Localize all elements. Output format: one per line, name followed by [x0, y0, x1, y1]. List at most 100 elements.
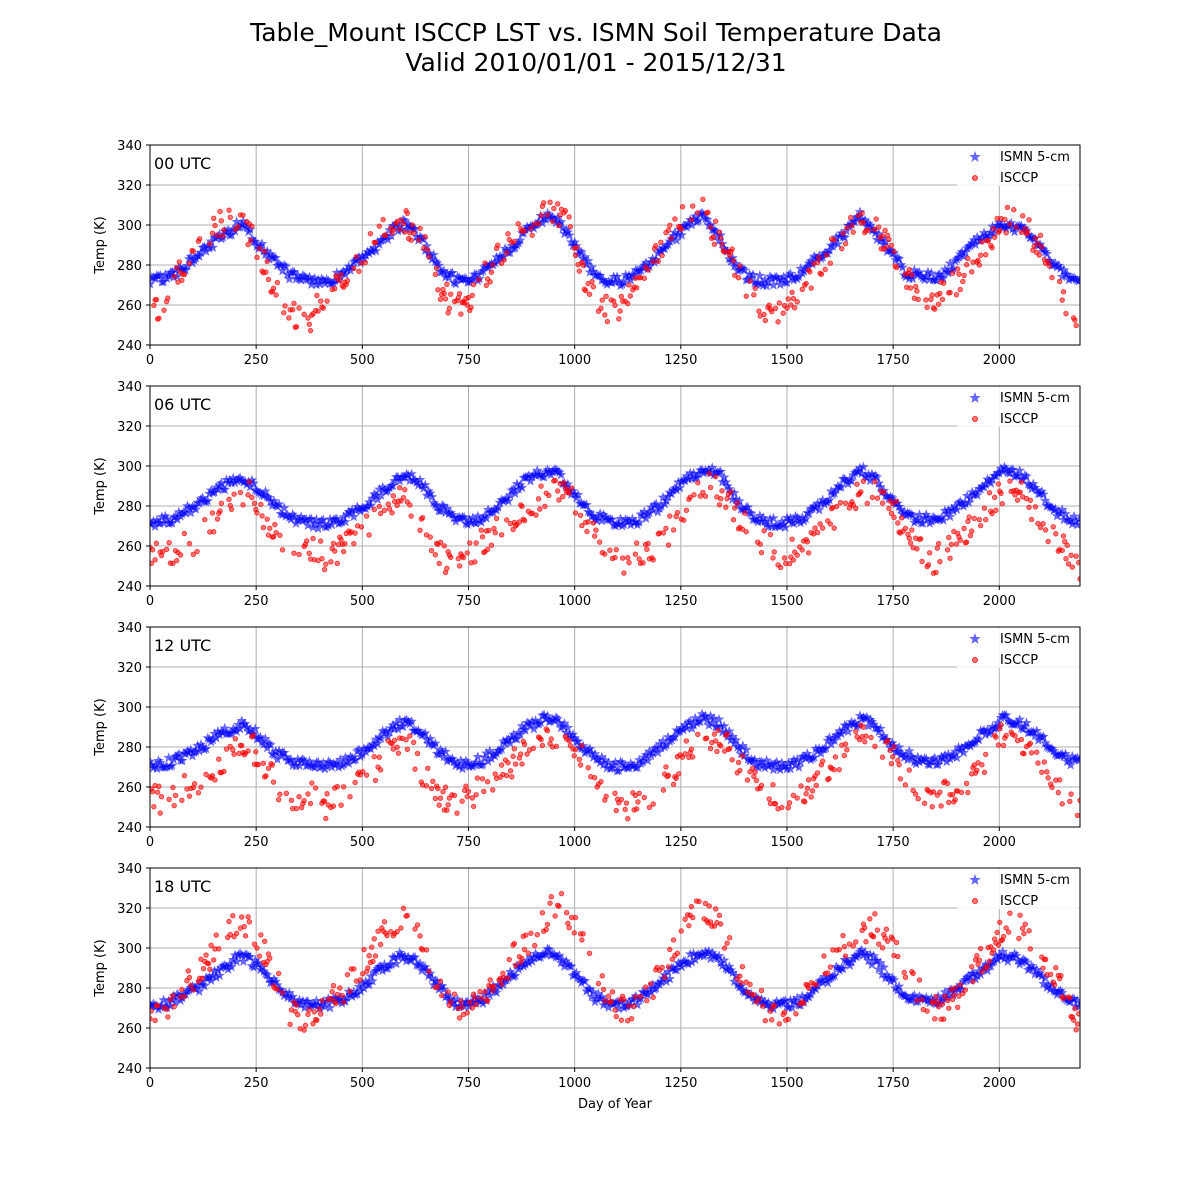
isccp-point — [930, 789, 937, 795]
ismn-point — [968, 968, 980, 979]
isccp-point — [831, 767, 837, 773]
isccp-point — [937, 290, 943, 297]
ismn-point — [734, 743, 745, 754]
isccp-point — [474, 775, 481, 781]
isccp-point — [584, 528, 590, 535]
ismn-point — [1053, 260, 1064, 271]
isccp-point — [603, 293, 609, 300]
ismn-point — [698, 950, 709, 961]
ismn-point — [983, 475, 995, 486]
ismn-point — [192, 979, 203, 990]
ismn-point — [863, 955, 874, 966]
x-tick-label: 250 — [244, 353, 269, 368]
ismn-point — [868, 950, 879, 961]
ismn-point — [854, 206, 866, 217]
ismn-point — [445, 507, 456, 518]
isccp-point — [390, 227, 397, 233]
isccp-point — [260, 760, 267, 767]
isccp-point — [1067, 798, 1073, 805]
ismn-point — [375, 733, 387, 744]
isccp-point — [979, 968, 985, 975]
ismn-point — [256, 736, 268, 747]
isccp-point — [334, 560, 340, 567]
isccp-point — [707, 484, 714, 491]
ismn-point — [730, 734, 742, 745]
isccp-point — [712, 906, 719, 912]
ismn-point — [321, 273, 332, 284]
isccp-point — [381, 919, 388, 925]
isccp-point — [907, 285, 914, 291]
isccp-point — [879, 233, 886, 239]
isccp-point — [785, 805, 791, 811]
ismn-point — [428, 249, 439, 260]
ismn-point — [341, 992, 353, 1003]
isccp-point — [223, 746, 230, 752]
ismn-point — [727, 731, 738, 742]
y-tick-label: 300 — [117, 219, 142, 234]
ismn-point — [780, 760, 791, 771]
isccp-point — [817, 521, 823, 527]
isccp-point — [186, 540, 193, 547]
isccp-point — [849, 222, 855, 229]
ismn-point — [394, 947, 405, 958]
isccp-point — [707, 745, 714, 752]
isccp-point — [179, 797, 185, 803]
ismn-point — [623, 762, 635, 773]
isccp-point — [714, 748, 720, 755]
y-tick-label: 340 — [117, 139, 142, 154]
isccp-point — [1039, 244, 1045, 250]
ismn-point — [452, 993, 463, 1004]
ismn-point — [504, 489, 516, 500]
ismn-point — [856, 468, 867, 479]
isccp-point — [966, 514, 972, 520]
ismn-point — [671, 964, 682, 975]
ismn-point — [323, 519, 334, 530]
ismn-point — [963, 738, 974, 749]
isccp-point — [470, 803, 477, 810]
isccp-point — [543, 926, 549, 933]
isccp-point — [154, 1002, 161, 1009]
isccp-point — [487, 977, 493, 983]
isccp-point — [377, 941, 384, 948]
isccp-point — [402, 229, 408, 235]
ismn-point — [690, 954, 701, 965]
ismn-point — [625, 274, 636, 285]
isccp-point — [645, 267, 651, 273]
isccp-point — [190, 248, 197, 254]
ismn-point — [1031, 725, 1042, 736]
isccp-point — [751, 992, 757, 998]
ismn-point — [368, 488, 380, 499]
ismn-point — [834, 725, 845, 736]
isccp-point — [1074, 812, 1080, 819]
ismn-point — [761, 754, 772, 765]
legend-isccp-marker — [972, 416, 978, 422]
isccp-point — [382, 232, 389, 239]
isccp-point — [595, 980, 602, 987]
isccp-point — [396, 226, 403, 232]
isccp-point — [423, 783, 430, 789]
ismn-point — [352, 501, 363, 512]
isccp-point — [813, 782, 819, 789]
isccp-point — [790, 295, 797, 302]
ismn-point — [346, 752, 358, 763]
ismn-point — [735, 980, 747, 991]
ismn-point — [204, 971, 215, 982]
isccp-point — [210, 957, 217, 963]
isccp-point — [289, 306, 296, 313]
isccp-point — [939, 1001, 946, 1007]
isccp-point — [1000, 933, 1007, 940]
ismn-point — [705, 710, 716, 721]
isccp-point — [841, 752, 848, 759]
isccp-point — [233, 930, 240, 937]
isccp-point — [319, 997, 325, 1004]
isccp-point — [571, 753, 577, 759]
ismn-point — [921, 753, 932, 764]
ismn-point — [384, 726, 395, 737]
isccp-point — [890, 936, 896, 942]
panel-3-data — [150, 890, 1080, 1033]
isccp-point — [1022, 921, 1028, 927]
isccp-point — [548, 894, 555, 900]
isccp-point — [626, 1003, 632, 1009]
isccp-point — [607, 547, 613, 553]
ismn-point — [831, 231, 842, 242]
